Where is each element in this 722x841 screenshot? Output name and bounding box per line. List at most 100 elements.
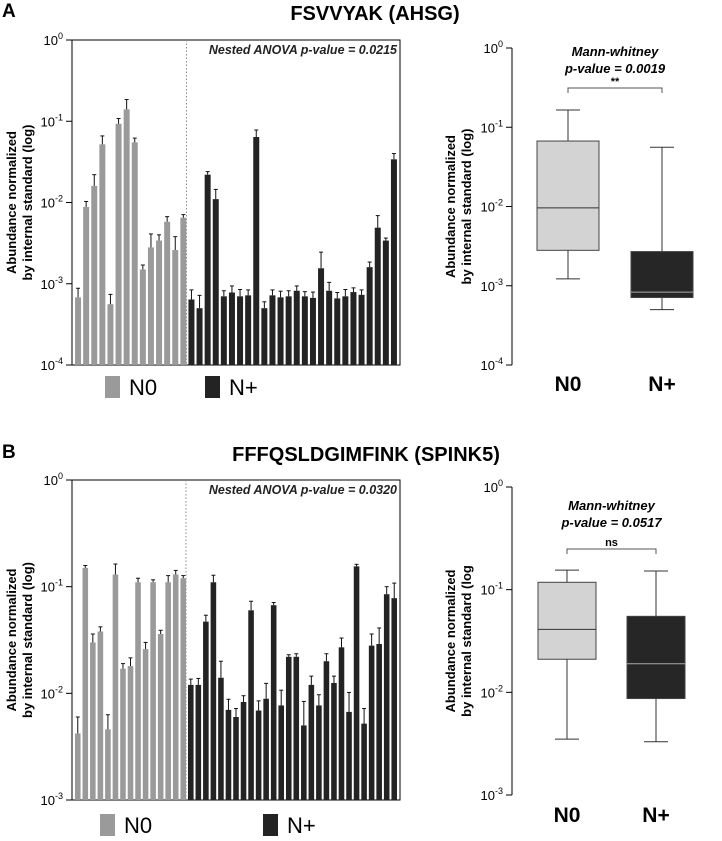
chart-a-bar-bar-n0-2 [91, 185, 98, 365]
chart-b-bar-bar-nplus-22 [353, 566, 360, 800]
chart-b-bar-ytick-base-2: 10 [41, 686, 55, 701]
chart-a-bar-ylabel-line-0: Abundance normalized [4, 131, 19, 274]
chart-b-box-ytick-label-0: 100 [484, 478, 503, 495]
chart-a-bar-legend-nplus-label: N+ [229, 375, 258, 400]
chart-b-bar-bar-nplus-13 [285, 656, 292, 800]
chart-a-bar-bar-n0-12 [172, 250, 179, 365]
chart-a-box-significance-bracket [567, 87, 663, 93]
chart-a-bar-bar-n0-1 [83, 207, 90, 365]
chart-a-bar-ytick-exp-4: -4 [55, 356, 63, 366]
chart-a-box-ytick-label-4: 10-4 [481, 356, 503, 373]
chart-b-bar-ytick-label-2: 10-2 [41, 684, 63, 701]
chart-a-bar-legend-n0-swatch [105, 376, 120, 398]
chart-b-box-box-nplus [626, 615, 686, 700]
chart-b-bar-ylabel: Abundance normalizedby internal standard… [4, 562, 35, 718]
chart-b-box-ytick-base-3: 10 [481, 788, 495, 803]
chart-a-bar-bar-n0-10 [156, 240, 163, 365]
chart-a-bar-bar-nplus-11 [277, 297, 284, 365]
chart-a-box-ytick-base-4: 10 [481, 358, 495, 373]
chart-a-bar-bar-nplus-6 [237, 296, 244, 365]
chart-b-box-ytick-exp-3: -3 [495, 786, 503, 796]
chart-b-bar-ytick-exp-3: -3 [55, 791, 63, 801]
chart-a-box-ytick-exp-2: -2 [495, 198, 503, 208]
chart-a-box-ytick-exp-4: -4 [495, 356, 503, 366]
chart-b-box-ylabel: Abundance normalizedby internal standard… [443, 565, 474, 717]
chart-a-box-ytick-label-3: 10-3 [481, 277, 503, 294]
chart-a-bar-bar-n0-0 [75, 297, 82, 365]
chart-b-bar-bar-nplus-15 [301, 725, 307, 800]
chart-a-bar-bar-nplus-22 [366, 267, 373, 365]
chart-a-box-ytick-label-2: 10-2 [481, 198, 503, 215]
chart-b-box-ytick-exp-0: 0 [498, 478, 503, 488]
chart-a-bar-ytick-label-4: 10-4 [41, 356, 63, 373]
chart-a-bar-legend-nplus-swatch [205, 376, 220, 398]
chart-a-box-annotation-pvalue: p-value = 0.0019 [564, 61, 666, 76]
chart-b-bar-bar-nplus-18 [323, 661, 330, 800]
chart-b-bar-ytick-label-3: 10-3 [41, 791, 63, 808]
chart-a-bar-ylabel: Abundance normalizedby internal standard… [4, 124, 35, 280]
chart-b-box-ytick-exp-1: -1 [495, 581, 503, 591]
chart-a-box-ytick-exp-1: -1 [495, 118, 503, 128]
chart-a-bar-bar-nplus-3 [212, 199, 219, 365]
chart-a-box-category-label-nplus: N+ [648, 373, 675, 396]
chart-b-bar-bar-n0-0 [74, 733, 81, 800]
chart-a-bar-bar-nplus-19 [342, 296, 349, 365]
chart-a-bar-bar-nplus-5 [228, 292, 235, 365]
chart-a-box-ytick-label-0: 100 [484, 39, 503, 56]
chart-b-bar-bar-n0-2 [90, 642, 96, 800]
chart-b-box-ytick-label-1: 10-1 [481, 581, 503, 598]
chart-b-bar-bar-nplus-4 [218, 677, 224, 800]
chart-a-bar-ytick-exp-2: -2 [55, 194, 63, 204]
chart-b-box-box-n0 [537, 581, 597, 660]
chart-a-box-ytick-base-0: 10 [484, 41, 498, 56]
chart-b-bar-bar-n0-5 [112, 574, 119, 800]
chart-a-box-ylabel-line-0: Abundance normalized [443, 135, 458, 278]
chart-b-bar-bar-nplus-3 [210, 582, 217, 800]
chart-a-bar-bar-nplus-14 [301, 296, 308, 365]
chart-a-bar-ytick-label-3: 10-3 [41, 275, 63, 292]
chart-a-bar-bar-n0-8 [139, 269, 146, 365]
chart-b-box-ylabel-line-1: by internal standard (log [459, 565, 474, 717]
chart-a-box-ytick-base-3: 10 [481, 279, 495, 294]
chart-b-bar-bar-nplus-23 [361, 723, 367, 800]
chart-b-box-annotation-test: Mann-whitney [568, 498, 655, 513]
panel-b: B FFFQSLDGIMFINK (SPINK5) [2, 442, 500, 466]
chart-b-bar-bar-n0-3 [97, 631, 104, 800]
chart-b-bar-bar-nplus-1 [195, 684, 202, 800]
chart-b-box-significance-label: ns [605, 537, 618, 549]
chart-b-bar-ylabel-line-0: Abundance normalized [4, 568, 19, 711]
chart-b-bar-ytick-label-0: 100 [44, 471, 63, 488]
chart-a-bar-bar-n0-13 [180, 217, 187, 365]
chart-a-bar-bar-n0-5 [115, 123, 122, 365]
chart-b-box-ytick-label-2: 10-2 [481, 683, 503, 700]
chart-b-bar-bar-nplus-0 [188, 684, 194, 800]
chart-a-bar-legend-n0-label: N0 [129, 375, 157, 400]
panel-b-title: FFFQSLDGIMFINK (SPINK5) [232, 444, 500, 466]
chart-a-bar-bar-nplus-8 [253, 136, 260, 365]
chart-b-bar-bar-nplus-24 [368, 645, 375, 800]
chart-b-bar-bar-nplus-8 [248, 610, 254, 800]
chart-a-bar-bar-nplus-15 [309, 297, 316, 365]
chart-b-bar-bar-nplus-16 [308, 684, 315, 800]
chart-b-bar-bar-n0-6 [120, 668, 126, 800]
chart-b-bar-bar-n0-1 [82, 567, 89, 800]
chart-a-bar-bar-nplus-1 [196, 308, 203, 365]
chart-b-bar-annotation: Nested ANOVA p-value = 0.0320 [209, 483, 397, 497]
chart-b-box-ytick-base-2: 10 [481, 685, 495, 700]
panel-letter-b: B [2, 442, 16, 463]
panel-a-title: FSVVYAK (AHSG) [290, 3, 459, 25]
chart-b-bar-ytick-exp-2: -2 [55, 684, 63, 694]
chart-a-bar-bar-nplus-18 [334, 298, 341, 365]
chart-a-box-ytick-base-2: 10 [481, 200, 495, 215]
chart-b-bar-bar-nplus-9 [255, 710, 262, 800]
chart-b-box-category-label-nplus: N+ [642, 804, 669, 827]
chart-b-bar-bar-nplus-11 [270, 605, 277, 800]
chart-a-box-ytick-exp-0: 0 [498, 39, 503, 49]
chart-b-bar-legend-nplus-label: N+ [287, 813, 316, 838]
chart-a-bar-bar-nplus-2 [204, 174, 211, 365]
chart-a-bar-ytick-base-2: 10 [41, 196, 55, 211]
